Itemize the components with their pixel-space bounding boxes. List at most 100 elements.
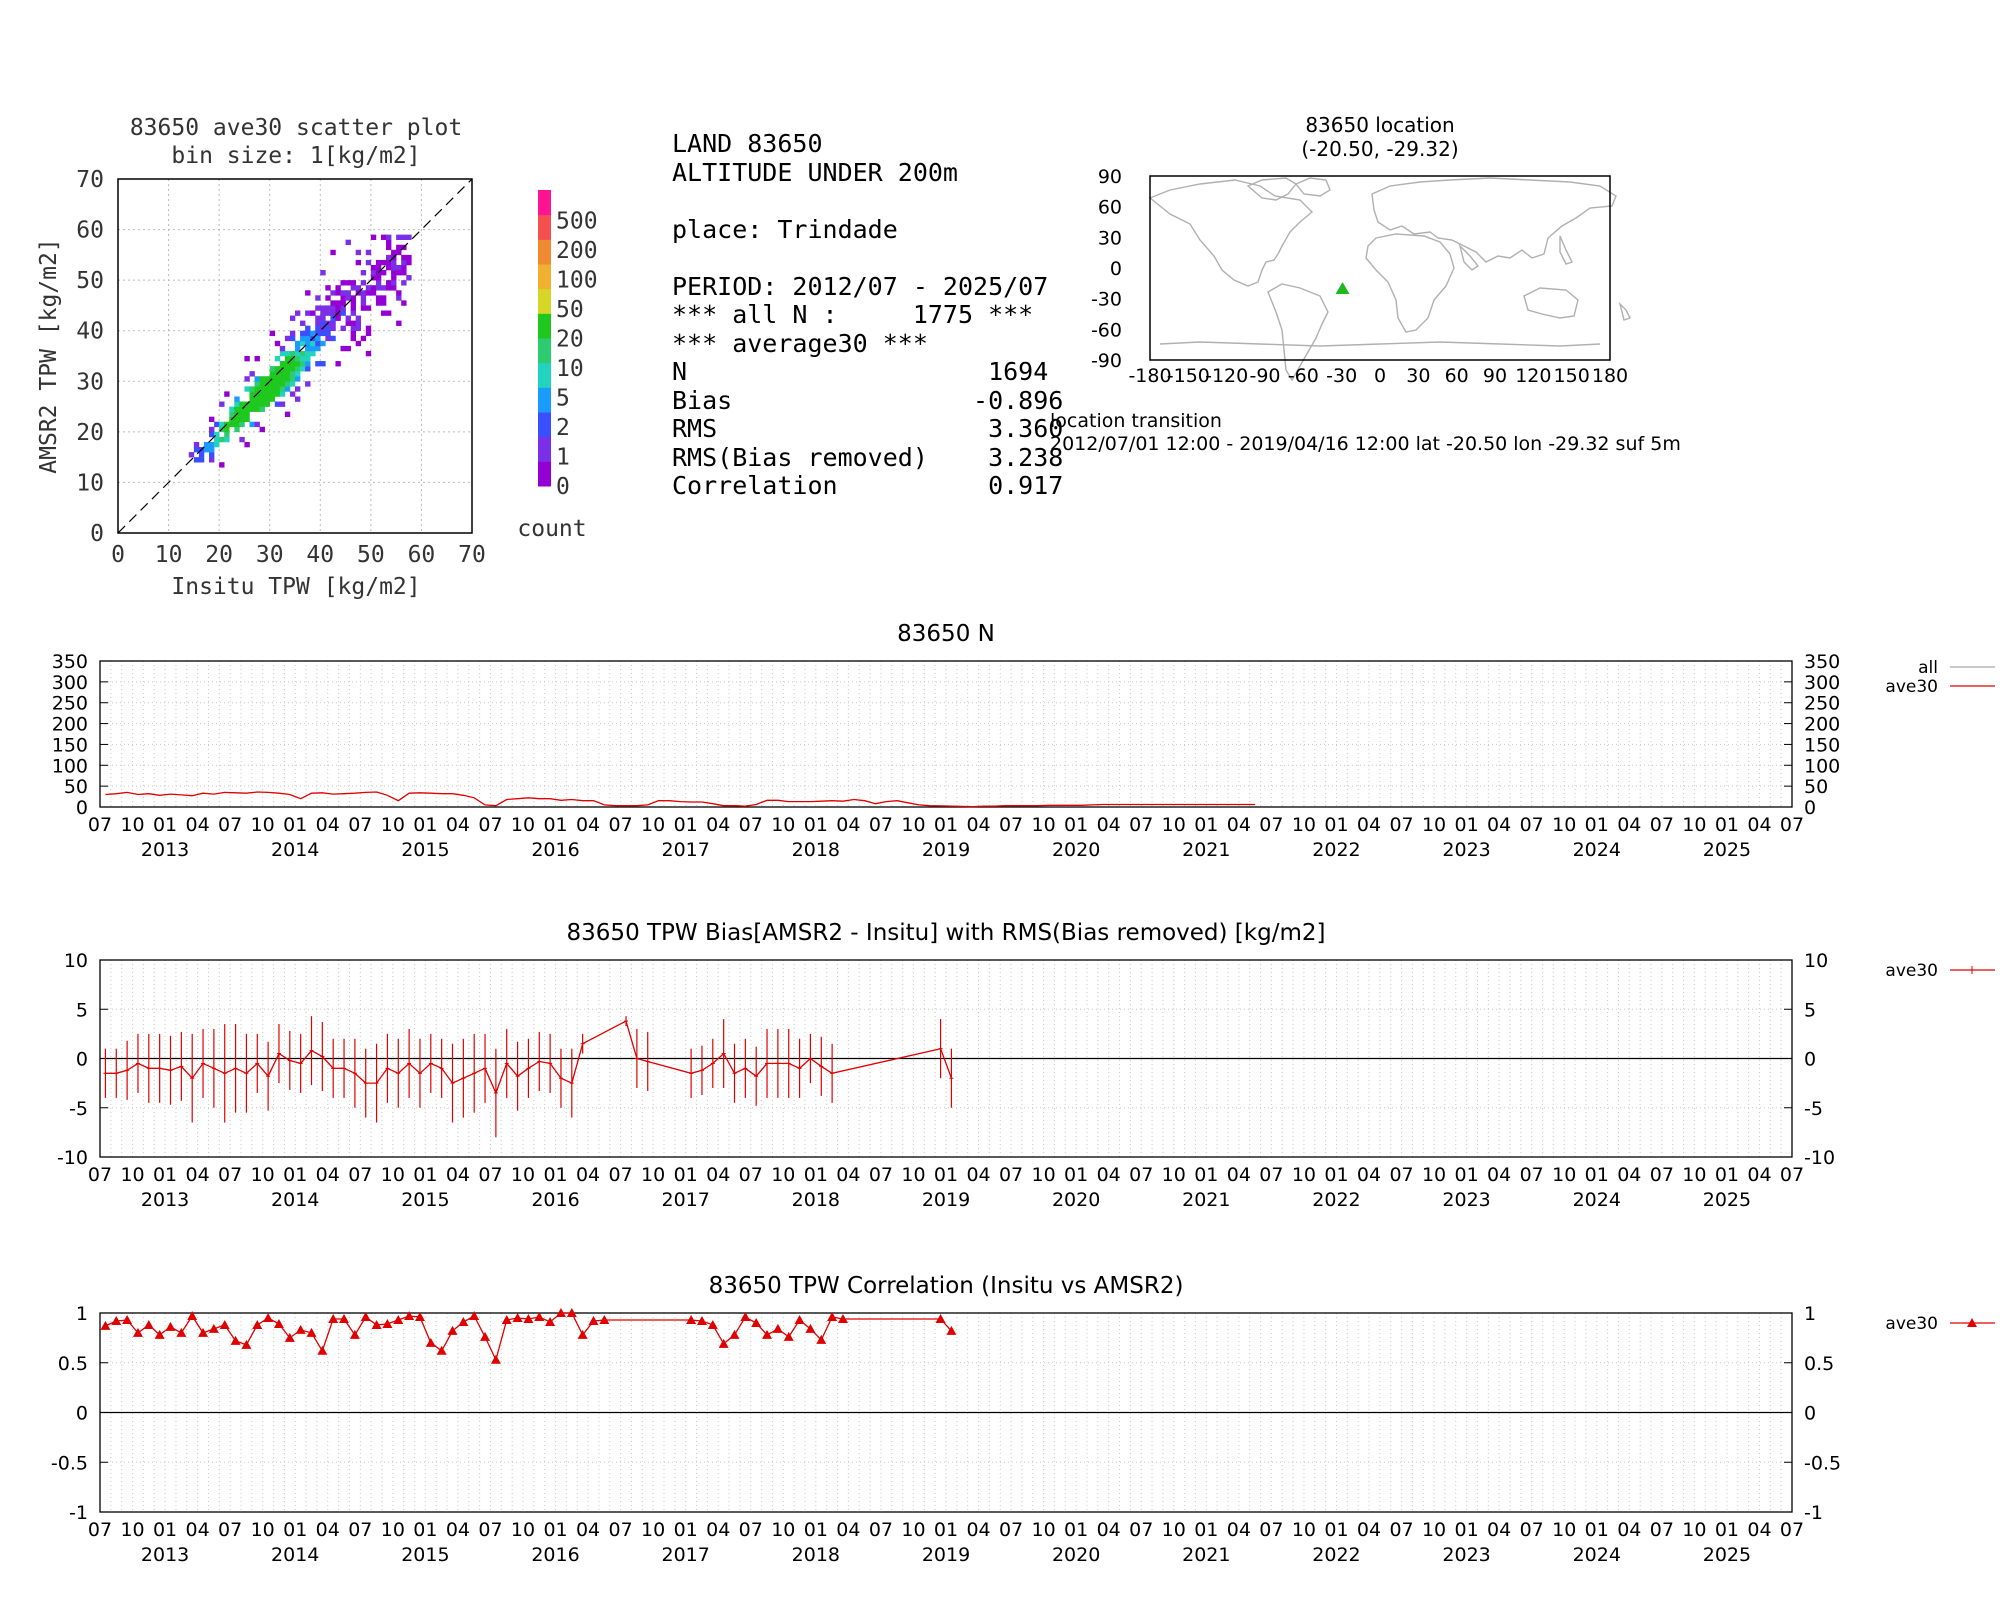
data-point — [122, 1314, 133, 1324]
data-point — [751, 1317, 762, 1327]
data-point — [219, 1319, 230, 1329]
month-tick: 04 — [186, 1164, 210, 1186]
month-tick: 07 — [88, 1164, 112, 1186]
colorbar — [538, 190, 551, 487]
scatter-bin — [295, 310, 301, 316]
scatter-bin — [380, 285, 387, 291]
month-tick: 01 — [543, 814, 567, 836]
scatter-bin — [365, 285, 372, 291]
colorbar-segment — [538, 461, 551, 487]
month-tick: 07 — [478, 814, 502, 836]
year-tick: 2013 — [141, 839, 189, 861]
month-tick: 10 — [1292, 1519, 1316, 1541]
y-tick-left: -1 — [69, 1502, 88, 1524]
scatter-bin — [335, 285, 341, 291]
colorbar-segment — [538, 214, 551, 240]
scatter-bin — [310, 350, 316, 357]
month-tick: 04 — [446, 1164, 470, 1186]
scatter-bin — [380, 300, 387, 306]
month-tick: 07 — [739, 814, 763, 836]
month-tick: 04 — [576, 1164, 600, 1186]
month-tick: 10 — [1552, 1164, 1576, 1186]
month-tick: 10 — [771, 1164, 795, 1186]
data-point — [306, 1327, 317, 1337]
scatter-bin — [386, 234, 392, 240]
scatter-bin — [254, 421, 260, 428]
legend-label: ave30 — [1885, 961, 1938, 981]
year-tick: 2016 — [531, 1189, 579, 1211]
scatter-bin — [375, 285, 382, 291]
month-tick: 07 — [1259, 1519, 1283, 1541]
scatter-bin — [234, 406, 240, 412]
series-line — [105, 791, 1256, 808]
month-tick: 10 — [251, 1519, 275, 1541]
month-tick: 10 — [1552, 814, 1576, 836]
month-tick: 04 — [1097, 814, 1121, 836]
scatter-bin — [305, 366, 311, 372]
scatter-bin — [269, 371, 276, 377]
scatter-bin — [330, 315, 336, 321]
colorbar-segment — [538, 338, 551, 364]
scatter-bin — [193, 441, 200, 448]
month-tick: 10 — [1292, 814, 1316, 836]
y-tick-right: 0 — [1804, 1403, 1816, 1425]
map-frame — [1149, 175, 1611, 361]
colorbar-segment — [538, 362, 551, 388]
month-tick: 04 — [1747, 1164, 1771, 1186]
scatter-bin — [279, 350, 286, 357]
month-tick: 07 — [218, 1519, 242, 1541]
scatter-bin — [269, 381, 276, 387]
scatter-bin — [350, 285, 356, 291]
month-tick: 04 — [576, 814, 600, 836]
month-tick: 07 — [869, 814, 893, 836]
scatter-bin — [320, 330, 326, 337]
y-tick-left: 0.5 — [58, 1353, 88, 1375]
month-tick: 07 — [1259, 814, 1283, 836]
scatter-bin — [209, 447, 215, 453]
data-point — [707, 1319, 718, 1329]
timeseries-title: 83650 N — [897, 621, 995, 647]
month-tick: 10 — [1162, 814, 1186, 836]
data-point — [480, 1331, 491, 1341]
scatter-x-label: Insitu TPW [kg/m2] — [171, 574, 420, 600]
month-tick: 07 — [1780, 1519, 1804, 1541]
scatter-bin — [315, 335, 321, 342]
scatter-bin — [406, 259, 412, 266]
scatter-bin — [396, 249, 402, 256]
scatter-bin — [360, 280, 367, 286]
y-tick-right: 350 — [1804, 651, 1840, 673]
scatter-bin — [274, 340, 281, 347]
scatter-bin — [401, 254, 407, 261]
y-tick-left: 0 — [76, 1049, 88, 1071]
month-tick: 10 — [1032, 1164, 1056, 1186]
scatter-bin — [350, 295, 356, 301]
scatter-y-tick: 40 — [76, 319, 104, 345]
month-tick: 04 — [706, 1164, 730, 1186]
scatter-bin — [325, 295, 331, 301]
scatter-bin — [340, 280, 346, 286]
info-row: LAND 83650 — [672, 129, 823, 158]
scatter-grid — [118, 179, 472, 533]
data-point — [545, 1316, 556, 1326]
y-tick-right: 100 — [1804, 755, 1840, 777]
data-point — [772, 1323, 783, 1333]
month-tick: 07 — [999, 1164, 1023, 1186]
scatter-bin — [279, 401, 286, 407]
correlation-timeseries: 83650 TPW Correlation (Insitu vs AMSR2) 1… — [51, 1273, 1995, 1566]
map-y-tick: 60 — [1098, 197, 1122, 219]
y-tick-left: 10 — [64, 950, 88, 972]
scatter-bin — [289, 350, 296, 357]
month-tick: 04 — [1487, 1519, 1511, 1541]
data-point — [447, 1325, 458, 1335]
month-tick: 07 — [1259, 1164, 1283, 1186]
scatter-bin — [279, 376, 286, 382]
map-x-tick: -90 — [1249, 365, 1280, 387]
scatter-bin — [198, 457, 205, 463]
scatter-bin — [219, 401, 225, 407]
scatter-bin — [330, 335, 336, 342]
scatter-bin — [340, 290, 346, 296]
scatter-bin — [239, 416, 245, 423]
colorbar-segment — [538, 436, 551, 462]
year-tick: 2013 — [141, 1189, 189, 1211]
month-tick: 04 — [1227, 1519, 1251, 1541]
